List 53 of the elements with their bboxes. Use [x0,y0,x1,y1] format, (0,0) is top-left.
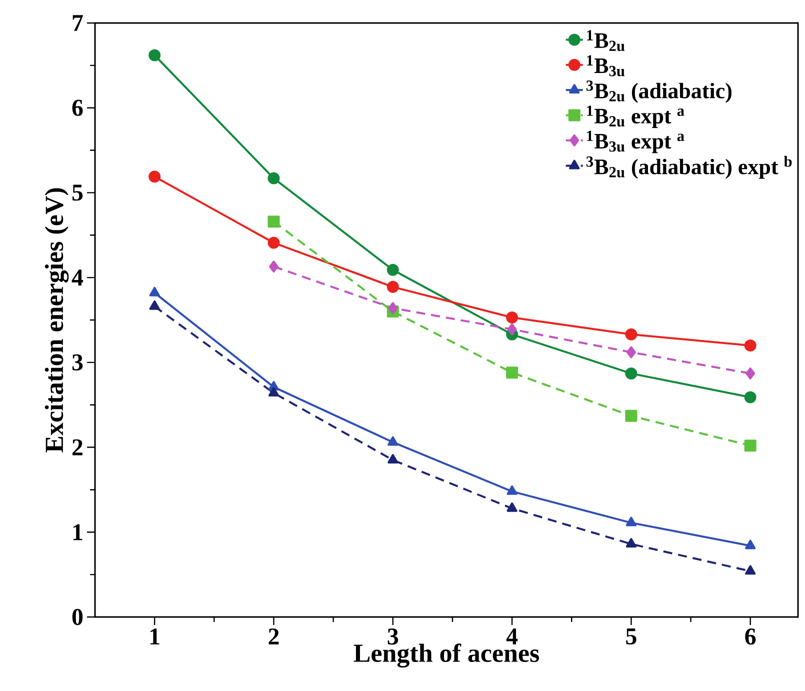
point [626,538,637,548]
x-axis-title: Length of acenes [354,643,540,668]
point [625,367,638,380]
point [268,172,280,184]
point [506,485,518,495]
point [268,386,280,396]
legend-label: $^{3}$B$_{2u}$ (adiabatic) [586,80,732,103]
point [386,280,399,293]
point [386,264,399,276]
x-tick-label: 5 [626,628,636,644]
point [506,366,518,379]
y-tick-label: 2 [72,439,82,456]
point [745,540,756,550]
y-tick-label: 4 [72,270,84,286]
legend-label: $^{1}$B$_{2u}$ [587,30,625,52]
y-tick-label: 6 [72,100,83,116]
point [506,502,518,512]
x-tick-label: 2 [268,628,279,644]
x-tick-label: 6 [745,628,756,645]
point [388,302,398,314]
point [745,565,756,575]
point [626,516,637,526]
point [388,436,398,446]
x-tick-label: 4 [506,628,518,644]
point [268,216,280,228]
point [268,260,278,273]
y-tick-label: 5 [72,184,83,201]
point [507,323,517,336]
legend-label: $^{3}$B$_{2u}$ (adiabatic) expt $^{b}$ [586,156,792,179]
x-tick-label: 3 [388,628,398,645]
y-tick-label: 0 [72,608,83,626]
legend-label: $^{1}$B$_{3u}$ expt $^{a}$ [587,130,684,154]
point [744,391,756,404]
point [268,236,280,249]
point [626,346,636,358]
point [148,170,161,183]
y-tick-label: 1 [73,524,82,540]
x-tick-label: 1 [150,628,160,644]
point [148,49,161,62]
point [149,286,160,296]
legend-label: $^{1}$B$_{3u}$ [587,55,625,76]
point [388,454,398,464]
point [506,311,518,324]
y-axis-title: Excitation energies (eV) [44,188,69,452]
legend-label: $^{1}$B$_{2u}$ expt $^{a}$ [587,106,684,128]
y-tick-label: 7 [72,15,83,31]
point [744,440,756,452]
point [625,410,638,422]
point [625,328,638,340]
point [149,300,160,310]
point [744,339,756,352]
y-tick-label: 3 [72,354,83,370]
point [746,367,756,380]
